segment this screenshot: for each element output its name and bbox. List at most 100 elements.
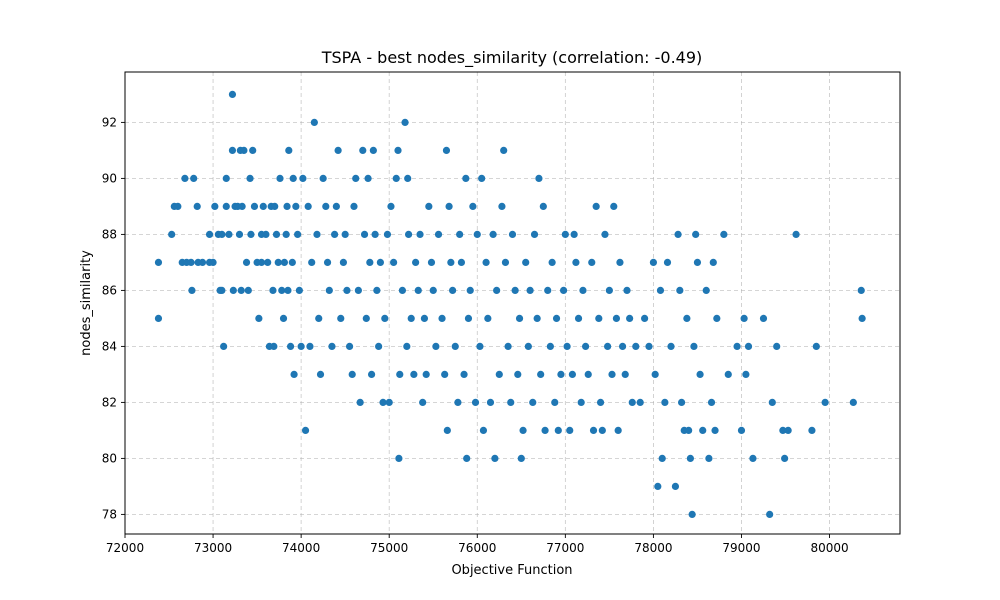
data-point [250, 202, 259, 210]
data-point [443, 426, 451, 434]
data-point [478, 174, 486, 182]
y-tick-label: 84 [102, 339, 117, 353]
data-point [493, 286, 501, 294]
data-point [557, 370, 565, 378]
data-point [548, 258, 556, 266]
data-point [482, 258, 490, 266]
data-point [364, 174, 372, 182]
data-point [211, 202, 219, 210]
data-point [768, 398, 776, 406]
data-point [454, 398, 462, 406]
data-point [299, 174, 307, 182]
data-point [651, 370, 659, 378]
data-point [242, 258, 251, 266]
data-point [441, 370, 449, 378]
data-point [592, 202, 600, 210]
data-point [286, 342, 295, 350]
data-point [514, 370, 522, 378]
data-point [781, 454, 789, 462]
data-point [313, 230, 321, 238]
data-point [530, 230, 539, 238]
data-point [188, 286, 196, 294]
data-point [383, 230, 392, 238]
data-point [244, 286, 252, 294]
data-point [539, 202, 547, 210]
data-point [419, 398, 427, 406]
x-axis-ticks: 72000 73000 74000 75000 76000 77000 78000 79000… [106, 534, 849, 555]
data-point [544, 286, 552, 294]
data-point [420, 314, 429, 322]
data-point [354, 286, 362, 294]
data-point [193, 202, 201, 210]
data-point [570, 230, 578, 238]
data-point [276, 174, 284, 182]
data-point [278, 286, 286, 294]
data-point [257, 258, 266, 266]
data-point [375, 342, 383, 350]
data-point [529, 398, 537, 406]
data-point [641, 314, 649, 322]
data-point [574, 314, 583, 322]
data-point [205, 230, 214, 238]
data-point [749, 454, 757, 462]
data-point [501, 258, 510, 266]
data-point [645, 342, 653, 350]
data-point [451, 342, 459, 350]
data-point [328, 342, 336, 350]
data-point [229, 286, 237, 294]
data-point [568, 370, 576, 378]
data-point [174, 202, 182, 210]
data-point [479, 426, 488, 434]
y-tick-label: 78 [102, 507, 117, 521]
x-tick-label: 80000 [810, 541, 848, 555]
data-point [693, 258, 702, 266]
data-point [249, 146, 257, 154]
data-point [238, 202, 246, 210]
data-point [247, 230, 255, 238]
data-point [294, 230, 302, 238]
data-point [237, 286, 245, 294]
x-tick-label: 76000 [458, 541, 496, 555]
data-point [425, 202, 433, 210]
data-point [612, 314, 621, 322]
data-point [559, 286, 568, 294]
x-tick-label: 78000 [634, 541, 672, 555]
data-point [566, 426, 574, 434]
data-point [535, 174, 543, 182]
data-point [385, 398, 393, 406]
data-point [449, 286, 457, 294]
data-point [766, 510, 774, 518]
data-point [359, 146, 367, 154]
data-point [308, 258, 316, 266]
data-point [220, 342, 228, 350]
plot-area-frame [124, 71, 901, 535]
data-point [561, 230, 569, 238]
data-point [628, 398, 636, 406]
data-point [280, 258, 289, 266]
data-point [209, 258, 217, 266]
data-point [511, 286, 519, 294]
data-point [381, 314, 389, 322]
data-point [690, 342, 698, 350]
data-point [272, 230, 281, 238]
data-point [674, 230, 682, 238]
data-point [656, 286, 665, 294]
data-point [404, 230, 413, 238]
data-point [581, 342, 590, 350]
data-point [515, 314, 524, 322]
data-point [792, 230, 800, 238]
data-point [705, 454, 713, 462]
data-point [306, 342, 314, 350]
data-point [356, 398, 364, 406]
data-point [495, 370, 503, 378]
data-point [322, 202, 330, 210]
data-point [711, 426, 719, 434]
data-point [707, 398, 716, 406]
data-point [246, 174, 254, 182]
data-point [427, 258, 436, 266]
data-point [507, 398, 515, 406]
data-point [589, 426, 598, 434]
data-point [398, 286, 407, 294]
data-point [395, 454, 403, 462]
data-point [371, 230, 379, 238]
